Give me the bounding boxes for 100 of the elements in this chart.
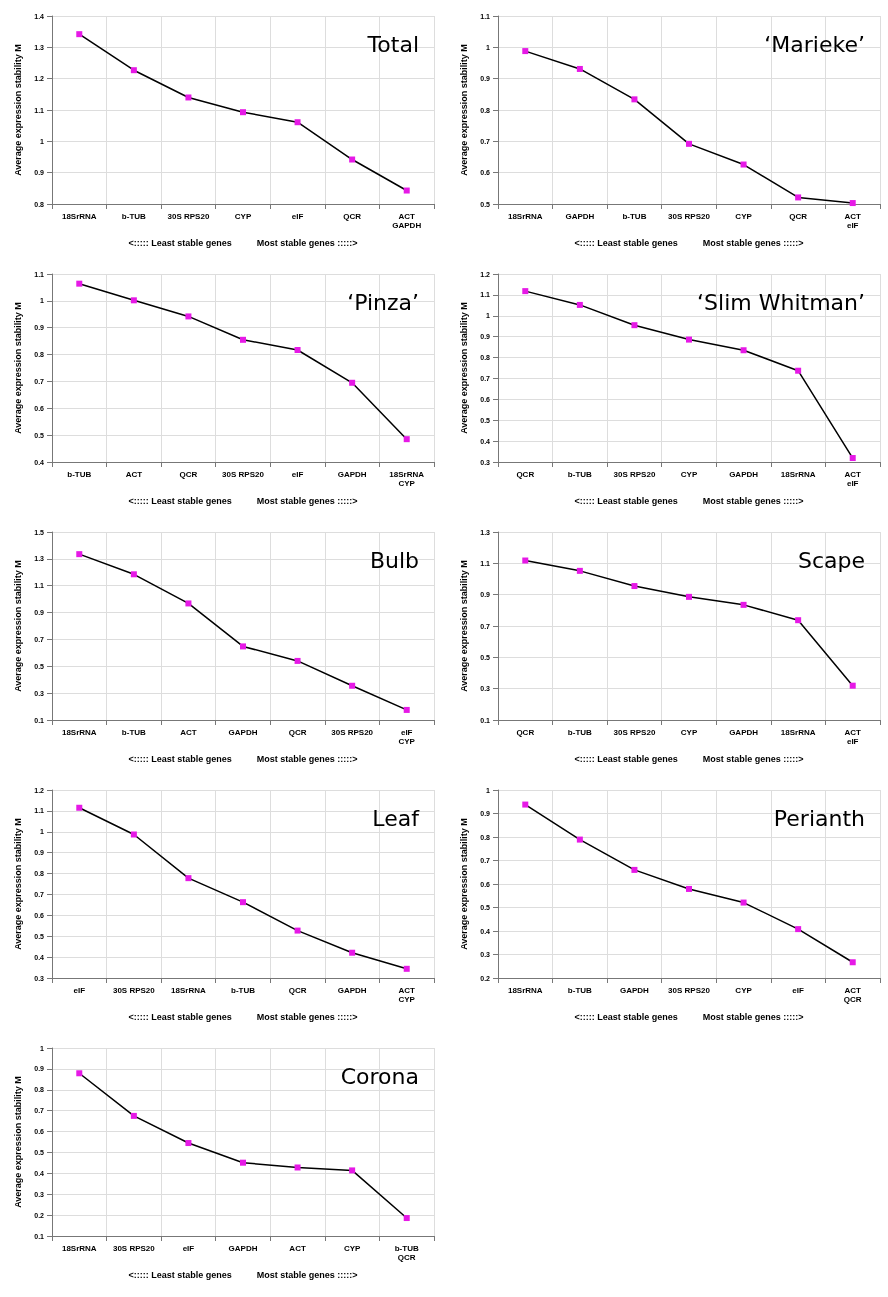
point (240, 109, 246, 116)
point (740, 347, 747, 354)
x-tick-label: GAPDH (619, 986, 650, 995)
x-tick-label: b-TUB QCR (394, 1244, 419, 1262)
x-tick-label: CYP (680, 728, 698, 737)
x-tick-label: b-TUB (567, 470, 593, 479)
point (130, 297, 137, 304)
x-tick-label: b-TUB (622, 212, 647, 221)
point (76, 804, 83, 811)
point (849, 455, 856, 462)
x-tick-label: GAPDH (565, 212, 595, 221)
x-tick-label: 18SrRNA (780, 470, 816, 479)
x-tick-label: ACT GAPDH (392, 212, 422, 230)
x-tick-label: 30S RPS20 (222, 470, 265, 479)
text: Scape (797, 547, 865, 573)
point (522, 557, 529, 564)
point (403, 706, 410, 713)
point (522, 48, 529, 55)
point (686, 593, 692, 600)
x-tick-label: 18SrRNA (171, 986, 206, 995)
text: ‘Pinza’ (347, 289, 419, 315)
point (240, 336, 246, 343)
text: Bulb (369, 547, 420, 573)
x-axis-title: <::::: Least stable genes Most stable genes :::::> (574, 753, 804, 764)
x-tick-label: QCR (343, 212, 362, 221)
point (240, 643, 246, 650)
x-tick-label: ACT (289, 1244, 306, 1253)
x-tick-label: eIF (182, 1244, 195, 1253)
x-tick-label: 18SrRNA (507, 212, 543, 221)
point (522, 288, 529, 295)
point (185, 94, 192, 101)
x-tick-label: ACT (125, 470, 143, 479)
x-tick-label: 30S RPS20 (613, 470, 656, 479)
x-tick-label: 30S RPS20 (668, 212, 711, 221)
point (576, 65, 583, 72)
x-axis-title: <::::: Least stable genes Most stable genes :::::> (128, 237, 358, 248)
point (740, 161, 747, 168)
point (631, 322, 638, 329)
point (349, 1167, 356, 1174)
x-tick-label: QCR (179, 470, 198, 479)
point (522, 801, 529, 808)
point (130, 831, 137, 838)
point (76, 280, 83, 287)
point (576, 301, 583, 308)
point (130, 67, 137, 74)
x-axis-title: <::::: Least stable genes Most stable genes :::::> (574, 1011, 804, 1022)
y-axis-title: Average expression stability M (12, 560, 23, 692)
point (576, 567, 583, 574)
x-tick-label: QCR (516, 470, 535, 479)
x-tick-label: 30S RPS20 (331, 728, 374, 737)
point (631, 866, 638, 873)
x-tick-label: ACT CYP (398, 986, 416, 1004)
x-tick-label: ACT eIF (844, 470, 862, 488)
x-tick-label: QCR (516, 728, 535, 737)
x-tick-label: 18SrRNA (780, 728, 816, 737)
x-tick-label: eIF (291, 212, 304, 221)
x-tick-label: 18SrRNA (61, 1244, 97, 1253)
x-tick-label: 30S RPS20 (668, 986, 711, 995)
text: ‘Slim Whitman’ (697, 289, 865, 315)
point (576, 836, 583, 843)
x-tick-label: ACT QCR (843, 986, 862, 1004)
y-axis-title: Average expression stability M (12, 44, 23, 176)
x-tick-label: b-TUB (121, 212, 147, 221)
x-tick-label: CYP (680, 470, 698, 479)
text: Corona (340, 1063, 420, 1089)
point (631, 96, 638, 103)
x-tick-label: CYP (234, 212, 252, 221)
point (403, 436, 410, 443)
point (686, 336, 692, 343)
x-tick-label: CYP (343, 1244, 362, 1253)
point (294, 347, 301, 354)
y-axis-title: Average expression stability M (458, 302, 469, 434)
x-tick-label: 18SrRNA (61, 728, 97, 737)
x-tick-label: b-TUB (67, 470, 92, 479)
x-tick-label: GAPDH (228, 1244, 258, 1253)
x-tick-label: ACT (180, 728, 197, 737)
point (631, 583, 638, 590)
x-tick-label: eIF (792, 986, 805, 995)
point (240, 899, 246, 906)
point (185, 600, 192, 607)
point (349, 949, 356, 956)
point (76, 551, 83, 558)
x-tick-label: CYP (735, 212, 753, 221)
text: ‘Marieke’ (764, 31, 866, 57)
point (294, 657, 301, 664)
point (349, 682, 356, 689)
x-tick-label: QCR (789, 212, 808, 221)
point (130, 1112, 137, 1119)
point (795, 617, 802, 624)
x-tick-label: GAPDH (228, 728, 258, 737)
point (185, 1140, 192, 1147)
x-tick-label: b-TUB (121, 728, 147, 737)
text: Perianth (773, 805, 865, 831)
x-tick-label: 30S RPS20 (613, 728, 656, 737)
x-axis-title: <::::: Least stable genes Most stable genes :::::> (574, 237, 804, 248)
y-axis-title: Average expression stability M (458, 818, 469, 950)
point (130, 571, 137, 578)
point (294, 927, 301, 934)
point (403, 965, 410, 972)
x-tick-label: GAPDH (729, 470, 759, 479)
